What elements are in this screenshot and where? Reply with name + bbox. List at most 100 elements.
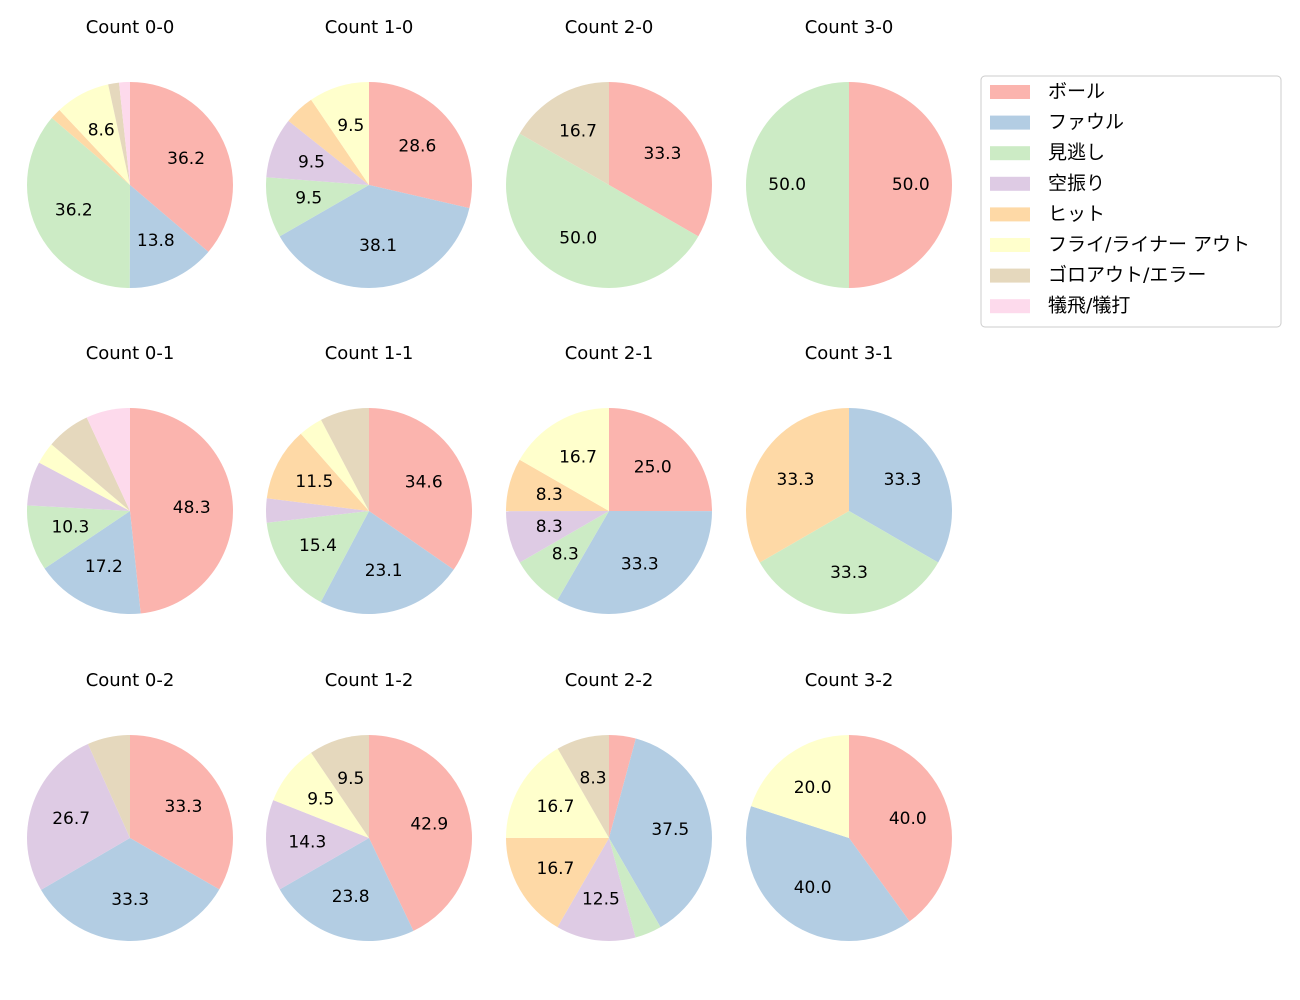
pie-slice: [369, 82, 472, 209]
pie-title: Count 3-1: [805, 343, 894, 364]
pie-slice: [279, 838, 414, 941]
pie-slice: [506, 748, 609, 838]
legend-swatch: [990, 146, 1030, 161]
pie-slice: [505, 837, 609, 928]
slice-label: 17.2: [85, 557, 123, 577]
slice-label: 48.3: [173, 498, 211, 518]
slice-label: 16.7: [559, 122, 597, 142]
legend-swatch: [990, 176, 1030, 191]
pie-slice: [519, 511, 609, 601]
pie-slice: [108, 82, 130, 185]
slice-label: 14.3: [288, 832, 326, 852]
legend-label: 空振り: [1048, 172, 1105, 194]
slice-label: 8.6: [88, 120, 115, 140]
pie-title: Count 2-0: [565, 17, 654, 38]
pie-slice: [27, 117, 130, 288]
slice-label: 10.3: [51, 517, 89, 537]
pie-slice: [369, 735, 472, 931]
slice-label: 34.6: [405, 472, 443, 492]
legend-label: ボール: [1048, 81, 1105, 103]
slice-label: 8.3: [580, 768, 607, 788]
slice-label: 8.3: [536, 485, 563, 505]
slice-label: 37.5: [651, 820, 689, 840]
pie-slice: [849, 735, 953, 922]
pie-slice: [849, 408, 952, 563]
slice-label: 42.9: [410, 814, 448, 834]
slice-label: 36.2: [55, 201, 93, 221]
legend-label: ゴロアウト/エラー: [1048, 264, 1206, 286]
slice-label: 9.5: [295, 189, 322, 209]
pie-slice: [519, 408, 609, 511]
pie-slice: [27, 462, 130, 511]
pie-slice: [273, 752, 369, 838]
slice-label: 33.3: [621, 555, 659, 575]
pie-title: Count 0-0: [86, 17, 175, 38]
pie-slice: [759, 511, 939, 614]
slice-label: 33.3: [777, 470, 815, 490]
pie-slice: [557, 735, 609, 838]
slice-label: 50.0: [768, 175, 806, 195]
pie-slice: [129, 185, 209, 288]
pie-slice: [557, 511, 712, 614]
slice-label: 38.1: [359, 236, 397, 256]
slice-label: 8.3: [536, 517, 563, 537]
slice-label: 8.3: [552, 545, 579, 565]
pie-title: Count 0-1: [86, 343, 175, 364]
pie-title: Count 1-0: [325, 17, 414, 38]
pie-slice: [44, 511, 141, 614]
pie-slice: [279, 185, 470, 288]
pie-slice: [609, 408, 712, 512]
slice-label: 33.3: [830, 563, 868, 583]
slice-label: 50.0: [892, 175, 930, 195]
pie-slice: [557, 838, 636, 941]
legend-label: 犠飛/犠打: [1048, 295, 1130, 317]
pie-slice: [311, 735, 369, 838]
pie-title: Count 2-2: [565, 670, 654, 691]
legend-label: ファウル: [1048, 111, 1124, 133]
slice-label: 40.0: [794, 878, 832, 898]
legend-swatch: [990, 85, 1030, 99]
pie-slice: [130, 408, 233, 614]
pie-title: Count 3-0: [805, 17, 894, 38]
legend-swatch: [990, 238, 1030, 252]
legend-swatch: [990, 207, 1030, 222]
slice-label: 33.3: [644, 144, 682, 164]
pie-slice: [609, 82, 712, 237]
pie-slice: [130, 735, 234, 890]
pie-slice: [130, 82, 234, 252]
pie-slice: [266, 498, 369, 523]
slice-label: 20.0: [794, 778, 832, 798]
slice-label: 23.8: [332, 887, 370, 907]
slice-label: 9.5: [307, 789, 334, 809]
pie-slice: [369, 408, 472, 570]
pie-slice: [266, 120, 369, 185]
pie-slice: [288, 99, 369, 185]
pie-slice: [51, 109, 130, 185]
pie-slice: [266, 511, 369, 603]
pie-slice: [51, 417, 130, 511]
legend-swatch: [990, 268, 1030, 283]
slice-label: 50.0: [559, 229, 597, 249]
slice-label: 23.1: [365, 561, 403, 581]
legend-label: ヒット: [1048, 203, 1105, 225]
pie-title: Count 1-1: [325, 343, 414, 364]
pie-slice: [87, 735, 130, 838]
legend-swatch: [990, 115, 1030, 130]
slice-label: 33.3: [111, 890, 149, 910]
pie-title: Count 3-2: [805, 670, 894, 691]
pie-slice: [519, 82, 609, 185]
pie-slice: [41, 838, 220, 941]
slice-label: 33.3: [884, 470, 922, 490]
legend-box: [980, 75, 1282, 328]
slice-label: 12.5: [582, 889, 620, 909]
slice-label: 40.0: [889, 809, 927, 829]
legend-label: フライ/ライナー アウト: [1048, 234, 1250, 256]
pie-slice: [746, 806, 910, 941]
pie-slice: [506, 511, 609, 563]
slice-label: 9.5: [337, 769, 364, 789]
pie-title: Count 1-2: [325, 670, 414, 691]
pie-title: Count 0-2: [86, 670, 175, 691]
slice-label: 16.7: [559, 448, 597, 468]
pie-slice: [506, 459, 609, 512]
